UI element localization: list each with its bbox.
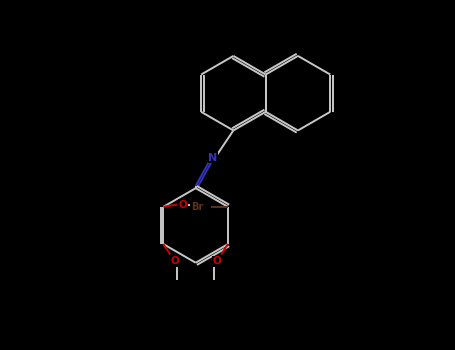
Text: Br: Br: [191, 202, 203, 212]
Text: O: O: [170, 256, 179, 266]
Text: O: O: [212, 256, 221, 266]
Text: O: O: [178, 199, 187, 210]
Text: N: N: [208, 153, 217, 163]
